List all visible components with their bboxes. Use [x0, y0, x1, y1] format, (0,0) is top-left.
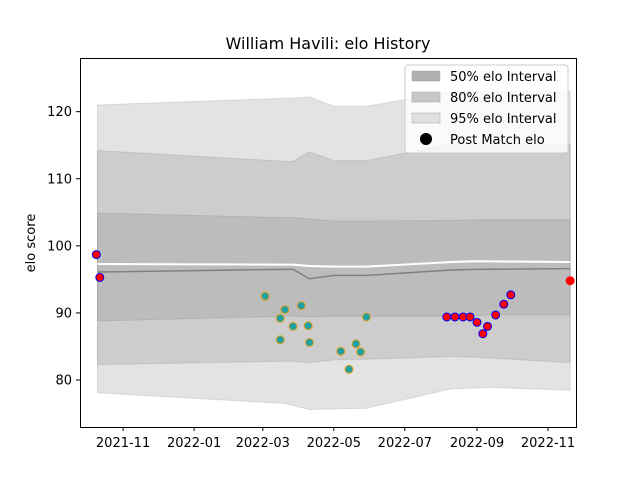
y-axis-label: elo score — [24, 214, 39, 273]
mean-elo-line — [97, 260, 571, 268]
y-tick-label-110: 110 — [47, 172, 72, 187]
legend-box — [404, 64, 569, 154]
post-match-point-1-9 — [344, 364, 354, 374]
post-match-point-3-0 — [565, 276, 575, 286]
post-match-point-2-6 — [483, 321, 493, 331]
legend-swatch-0 — [411, 70, 441, 82]
x-tick-label-2022-05: 2022-05 — [307, 436, 361, 451]
plot-area — [91, 91, 575, 411]
y-tick-label-120: 120 — [47, 105, 72, 120]
legend-swatch-1 — [411, 91, 441, 103]
median-elo-line — [97, 267, 571, 280]
post-match-point-1-1 — [275, 335, 285, 345]
x-tick-label-2022-09: 2022-09 — [450, 436, 504, 451]
post-match-point-1-10 — [351, 339, 361, 349]
legend-label-2: 95% elo Interval — [450, 112, 557, 127]
post-match-point-2-7 — [491, 310, 501, 320]
axes: 2021-11 2022-01 2022-03 2022-05 2022-07 2022-… — [47, 105, 575, 451]
post-match-point-1-4 — [288, 321, 298, 331]
post-match-point-2-8 — [499, 299, 509, 309]
post-match-point-1-7 — [304, 337, 314, 347]
post-match-point-1-8 — [336, 346, 346, 356]
band-80-interval — [96, 143, 571, 366]
post-match-point-1-3 — [280, 305, 290, 315]
x-tick-label-2022-01: 2022-01 — [167, 436, 221, 451]
post-match-point-1-11 — [356, 347, 366, 357]
post-match-point-2-3 — [465, 312, 475, 322]
legend-swatch-3 — [420, 133, 432, 145]
post-match-point-1-6 — [303, 321, 313, 331]
y-tick-label-90: 90 — [55, 306, 72, 321]
chart-title: William Havili: elo History — [226, 34, 431, 53]
post-match-point-2-5 — [478, 329, 488, 339]
post-match-point-2-9 — [506, 290, 516, 300]
band-95-interval — [96, 91, 571, 411]
x-tick-label-2021-11: 2021-11 — [96, 436, 150, 451]
post-match-point-0-1 — [95, 272, 105, 282]
x-tick-label-2022-03: 2022-03 — [236, 436, 290, 451]
post-match-point-2-1 — [450, 312, 460, 322]
legend-label-0: 50% elo Interval — [450, 70, 557, 85]
legend-label-1: 80% elo Interval — [450, 91, 557, 106]
post-match-point-1-5 — [296, 301, 306, 311]
plot-frame — [80, 58, 577, 428]
post-match-point-0-0 — [91, 250, 101, 260]
post-match-point-1-0 — [260, 291, 270, 301]
x-tick-label-2022-11: 2022-11 — [521, 436, 575, 451]
x-tick-label-2022-07: 2022-07 — [378, 436, 432, 451]
legend: 50% elo Interval 80% elo Interval 95% elo … — [404, 64, 569, 154]
post-match-point-1-2 — [275, 313, 285, 323]
post-match-point-2-0 — [442, 312, 452, 322]
legend-label-3: Post Match elo — [450, 133, 545, 148]
y-tick-label-100: 100 — [47, 239, 72, 254]
post-match-point-2-4 — [472, 317, 482, 327]
legend-swatch-2 — [411, 112, 441, 124]
post-match-point-1-12 — [361, 312, 371, 322]
y-tick-label-80: 80 — [55, 374, 72, 389]
